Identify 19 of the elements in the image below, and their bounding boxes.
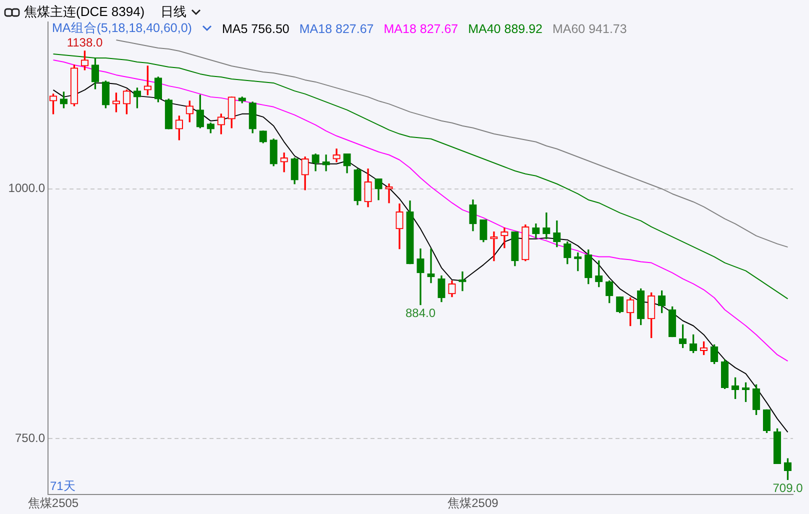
legend-title: MA组合(5,18,18,40,60,0) bbox=[52, 20, 192, 37]
annotation: 884.0 bbox=[405, 306, 436, 320]
x-tick-label: 焦煤2505 bbox=[28, 496, 79, 510]
candlestick bbox=[322, 154, 330, 172]
chart-subtitle: 日线 bbox=[160, 3, 187, 21]
text: MA18 827.67 bbox=[384, 22, 458, 36]
annotation: 709.0 bbox=[772, 480, 804, 495]
candlestick bbox=[427, 248, 435, 284]
annotation: 71天 bbox=[50, 478, 76, 493]
candlestick bbox=[500, 227, 508, 248]
text: MA60 941.73 bbox=[552, 22, 627, 36]
chart-title: 焦煤主连(DCE 8394) bbox=[24, 3, 145, 21]
text: MA40 889.92 bbox=[468, 22, 542, 36]
x-tick-label: 焦煤2509 bbox=[448, 496, 499, 510]
text: MA5 756.50 bbox=[222, 22, 290, 36]
annotation: MA18 827.67 bbox=[299, 22, 374, 36]
y-tick-label: 750.0 bbox=[14, 430, 46, 445]
annotation: 1138.0 bbox=[66, 35, 103, 50]
y-tick-label: 1000.0 bbox=[8, 181, 46, 196]
